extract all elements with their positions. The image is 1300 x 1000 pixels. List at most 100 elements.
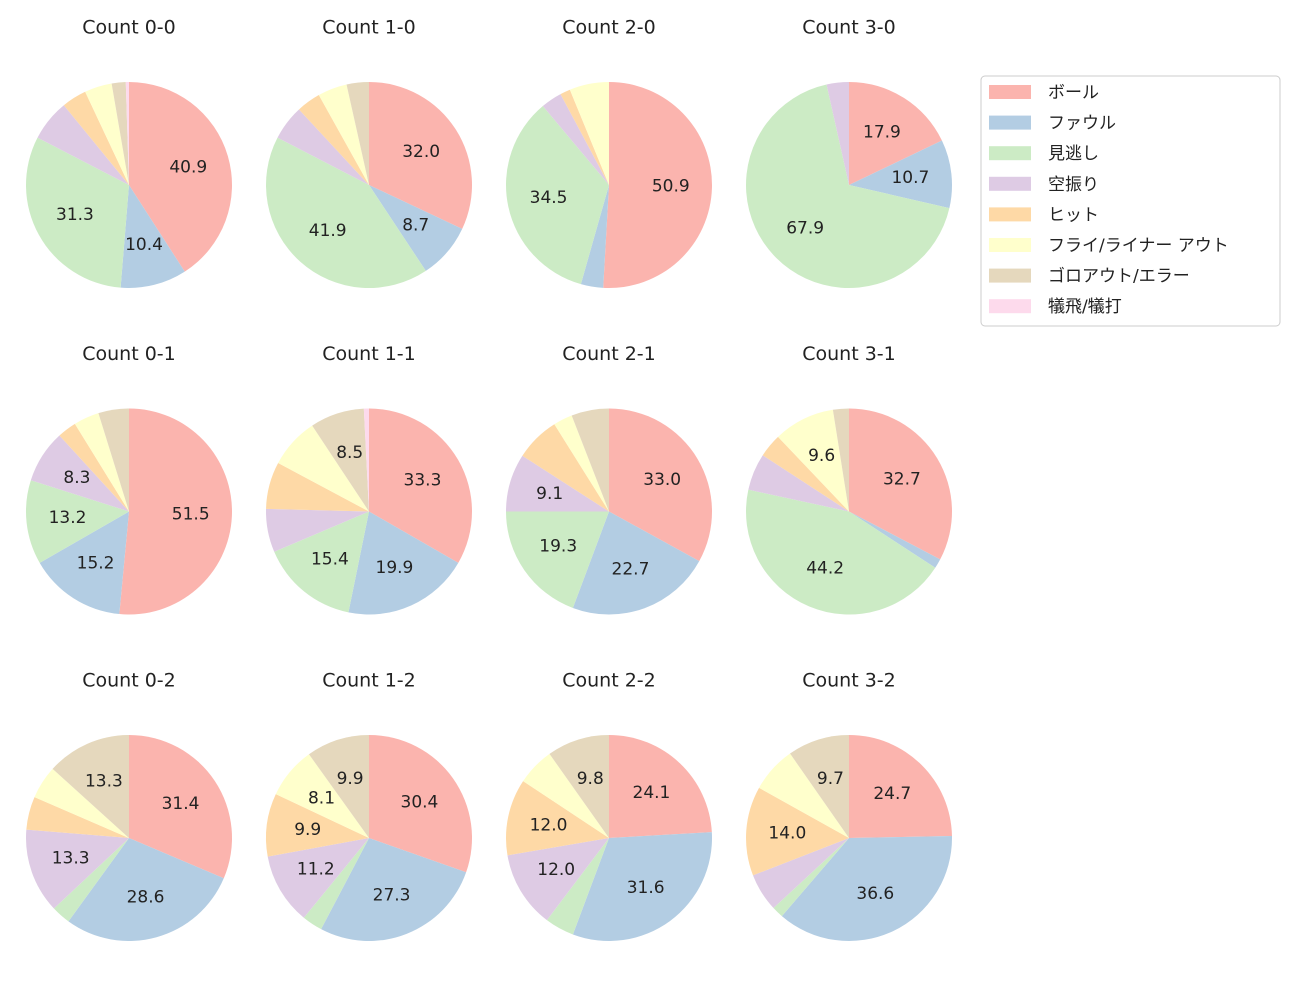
slice-label: 31.3: [56, 205, 94, 225]
pie-slice: [745, 787, 849, 876]
slice-label: 24.7: [873, 784, 911, 804]
slice-label: 9.6: [808, 446, 835, 466]
pie-slice: [849, 408, 952, 560]
legend-label: 見逃し: [1048, 144, 1099, 164]
pie-slice: [85, 83, 129, 185]
pie-slice: [522, 424, 609, 512]
pie-slice: [549, 735, 609, 838]
slice-label: 32.0: [402, 142, 440, 162]
slice-label: 17.9: [863, 123, 901, 143]
pie-slice: [773, 838, 849, 917]
slice-label: 67.9: [786, 219, 824, 239]
slice-label: 34.5: [530, 188, 568, 208]
slice-label: 41.9: [309, 221, 347, 241]
slice-label: 15.4: [311, 549, 349, 569]
pie-slice: [369, 735, 472, 873]
slice-label: 31.6: [627, 878, 665, 898]
slice-label: 19.9: [376, 558, 414, 578]
slice-label: 19.3: [539, 537, 577, 557]
pie-slice: [542, 94, 609, 185]
pie-slice: [346, 82, 369, 185]
pie-slice: [312, 408, 369, 512]
pie-slice: [277, 109, 369, 185]
slice-label: 28.6: [127, 888, 165, 908]
pie-slice: [308, 735, 369, 838]
pie-slice: [369, 408, 472, 563]
pie-slice: [98, 408, 129, 512]
pie-slice: [53, 838, 130, 922]
slice-label: 9.9: [337, 769, 364, 789]
legend-label: ヒット: [1048, 205, 1099, 225]
legend-swatch: [989, 268, 1031, 283]
legend-swatch: [989, 207, 1031, 222]
pie-slice: [369, 82, 473, 229]
pie-title: Count 1-1: [322, 343, 416, 365]
pie-slice: [745, 84, 950, 289]
pie-title: Count 0-0: [82, 17, 176, 39]
pie-title: Count 2-1: [562, 343, 656, 365]
pie-slice: [826, 82, 849, 185]
pie-slice: [523, 753, 609, 838]
pie-slice: [762, 436, 849, 512]
pie-slice: [849, 735, 952, 838]
legend-box: [980, 75, 1281, 327]
slice-label: 33.0: [643, 470, 681, 490]
slice-label: 8.7: [402, 215, 429, 235]
pie-slice: [849, 82, 942, 185]
slice-label: 9.9: [294, 820, 321, 840]
legend-swatch: [989, 146, 1031, 161]
pie-slice: [609, 408, 712, 562]
pie-title: Count 1-2: [322, 670, 416, 692]
slice-label: 8.1: [308, 788, 335, 808]
pie-slice: [748, 455, 849, 512]
pie-slice: [752, 838, 849, 909]
pie-slice: [125, 82, 129, 185]
legend-swatch: [989, 176, 1031, 191]
slice-label: 13.2: [49, 508, 87, 528]
pie-slice: [119, 408, 232, 615]
legend-label: ゴロアウト/エラー: [1048, 266, 1190, 287]
pie-title: Count 2-2: [562, 670, 656, 692]
slice-label: 50.9: [652, 177, 690, 197]
slice-label: 9.7: [817, 769, 844, 789]
pie-slice: [546, 838, 609, 935]
pie-slice: [580, 185, 609, 288]
pie-slice: [266, 508, 369, 552]
slice-label: 11.2: [297, 859, 335, 879]
pie-slice: [507, 838, 609, 921]
legend-swatch: [989, 299, 1031, 314]
slice-label: 9.1: [536, 484, 563, 504]
pie-slice: [554, 415, 609, 512]
pie-slice: [832, 408, 849, 512]
pie-slice: [63, 91, 129, 185]
pie-slice: [26, 797, 130, 838]
pie-slice: [348, 511, 459, 615]
pie-title: Count 2-0: [562, 17, 656, 39]
legend-label: ボール: [1048, 83, 1099, 103]
pie-title: Count 0-1: [82, 343, 176, 365]
pie-slice: [37, 105, 130, 185]
pie-slice: [266, 794, 369, 857]
pie-slice: [849, 511, 941, 568]
pie-slice: [506, 106, 609, 285]
pie-slice: [74, 413, 129, 512]
legend-swatch: [989, 115, 1031, 130]
slice-label: 24.1: [633, 783, 671, 803]
slice-label: 31.4: [162, 794, 200, 814]
pie-title: Count 3-1: [802, 343, 896, 365]
pie-slice: [603, 82, 713, 289]
pie-slice: [52, 735, 129, 838]
pie-title: Count 3-2: [802, 670, 896, 692]
pie-slice: [321, 838, 467, 941]
pie-slice: [298, 95, 369, 185]
slice-label: 30.4: [401, 792, 439, 812]
slice-label: 40.9: [169, 158, 207, 178]
pie-slice: [759, 753, 849, 838]
pie-slice: [790, 735, 849, 838]
pie-slice: [59, 423, 129, 512]
slice-label: 9.8: [577, 769, 604, 789]
pie-slice: [278, 425, 369, 512]
pie-slice: [778, 409, 849, 512]
pie-slice: [781, 836, 952, 941]
